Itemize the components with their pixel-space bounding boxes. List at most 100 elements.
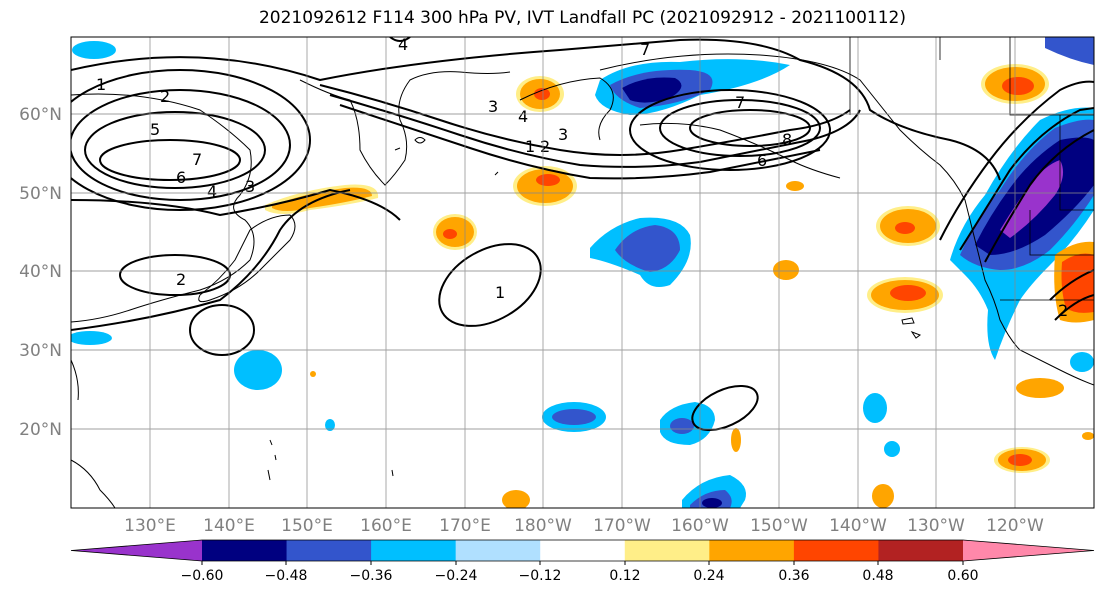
blue-anomaly	[72, 41, 116, 59]
orange-anomaly	[731, 428, 741, 452]
colorbar-tick-label: −0.24	[435, 568, 478, 584]
latitude-labels: 60°N 50°N 40°N 30°N 20°N	[19, 105, 62, 440]
lat-label: 50°N	[19, 184, 62, 204]
red-anomaly	[534, 88, 550, 100]
colorbar-tick-label: −0.48	[265, 568, 308, 584]
pv-contour	[71, 69, 311, 211]
plot-frame	[70, 36, 1095, 509]
pv-contour	[691, 384, 759, 432]
blue-anomaly	[670, 418, 694, 434]
lon-label: 160°E	[360, 516, 412, 536]
colorbar-segment	[963, 540, 1094, 561]
colorbar-tick-label: 0.60	[947, 568, 978, 584]
orange-anomaly	[773, 260, 799, 280]
kamchatka-coastline	[299, 71, 511, 186]
colorbar-segment	[371, 540, 457, 561]
contour-label: 5	[150, 120, 160, 139]
pv-contour	[939, 80, 1094, 241]
contour-label: 3	[245, 177, 255, 196]
contour-label: 1	[495, 283, 505, 302]
contour-label: 6	[757, 151, 767, 170]
blue-anomaly	[863, 393, 887, 423]
colorbar: −0.60 −0.48 −0.36 −0.24 −0.12 0.12 0.24 0.36 0.4…	[70, 539, 1095, 584]
ivt-shading	[71, 37, 1094, 508]
japan-coastline	[198, 214, 296, 303]
orange-anomaly	[1016, 378, 1064, 398]
lat-label: 40°N	[19, 262, 62, 282]
pv-contour	[659, 99, 821, 157]
pv-contour	[329, 94, 861, 168]
pv-contour	[189, 304, 255, 356]
colorbar-segment	[455, 540, 541, 561]
colorbar-segment	[202, 540, 288, 561]
contour-label: 3	[558, 125, 568, 144]
red-anomaly	[890, 285, 926, 301]
blue-anomaly	[325, 419, 335, 431]
pv-contour	[689, 109, 811, 147]
bering-coastline	[519, 77, 614, 141]
red-anomaly	[895, 222, 915, 234]
orange-anomaly	[517, 169, 573, 203]
pv-contour	[959, 107, 1094, 251]
blue-anomaly	[71, 331, 112, 345]
lat-label: 30°N	[19, 341, 62, 361]
pv-contour	[84, 111, 266, 189]
colorbar-segment	[878, 540, 964, 561]
pv-contour	[389, 37, 411, 42]
contour-label: 1	[96, 75, 106, 94]
colorbar-segment	[793, 540, 879, 561]
lon-label: 170°E	[439, 516, 491, 536]
contour-label: 2	[540, 137, 550, 156]
contour-label: 4	[398, 35, 408, 54]
orange-anomaly	[1082, 432, 1094, 440]
contour-label: 6	[176, 168, 186, 187]
lon-label: 170°W	[593, 516, 651, 536]
blue-anomaly	[1070, 352, 1094, 372]
lon-label: 140°E	[203, 516, 255, 536]
contour-label: 2	[176, 270, 186, 289]
pv-contour	[71, 38, 1001, 181]
pv-contour	[71, 89, 291, 201]
colorbar-tick-label: 0.48	[862, 568, 893, 584]
islands	[394, 137, 499, 176]
islands	[901, 317, 922, 339]
contour-label: 7	[735, 93, 745, 112]
colorbar-tick-label: −0.12	[519, 568, 562, 584]
blue-anomaly	[622, 77, 682, 103]
contour-label: 7	[192, 150, 202, 169]
pv-contour	[71, 188, 401, 221]
contour-label: 4	[207, 182, 217, 201]
red-anomaly	[1008, 454, 1032, 466]
borders	[939, 37, 1094, 301]
lon-label: 150°W	[750, 516, 808, 536]
blue-anomaly	[1045, 37, 1094, 65]
southeast-asia-coastline	[71, 359, 116, 508]
pv-contour	[438, 243, 542, 327]
pv-contours	[71, 37, 1094, 432]
contour-label: 2	[160, 87, 170, 106]
pv-contour	[339, 104, 821, 180]
red-anomaly	[1002, 77, 1034, 95]
pv-contour	[99, 139, 241, 181]
contour-labels: 1 2 5 6 7 4 3 2 4 4 3 2 1 7 6 8 7 1 3 2	[96, 35, 1068, 320]
colorbar-segment	[286, 540, 372, 561]
blue-anomaly	[552, 409, 596, 425]
pv-contour	[1054, 294, 1094, 321]
lon-label: 120°W	[986, 516, 1044, 536]
lon-label: 160°W	[671, 516, 729, 536]
islands	[267, 439, 394, 481]
colorbar-segment	[540, 540, 626, 561]
pv-contour	[119, 254, 231, 296]
contour-label: 8	[782, 130, 792, 149]
pv-contour	[1049, 269, 1094, 301]
pv-contour	[984, 129, 1094, 263]
lon-label: 130°W	[907, 516, 965, 536]
lat-label: 60°N	[19, 105, 62, 125]
colorbar-segment	[71, 540, 202, 561]
blue-anomaly	[884, 441, 900, 457]
colorbar-segment	[624, 540, 710, 561]
orange-anomaly	[310, 371, 316, 377]
pv-contour	[319, 84, 851, 156]
pv-contour	[629, 89, 831, 171]
